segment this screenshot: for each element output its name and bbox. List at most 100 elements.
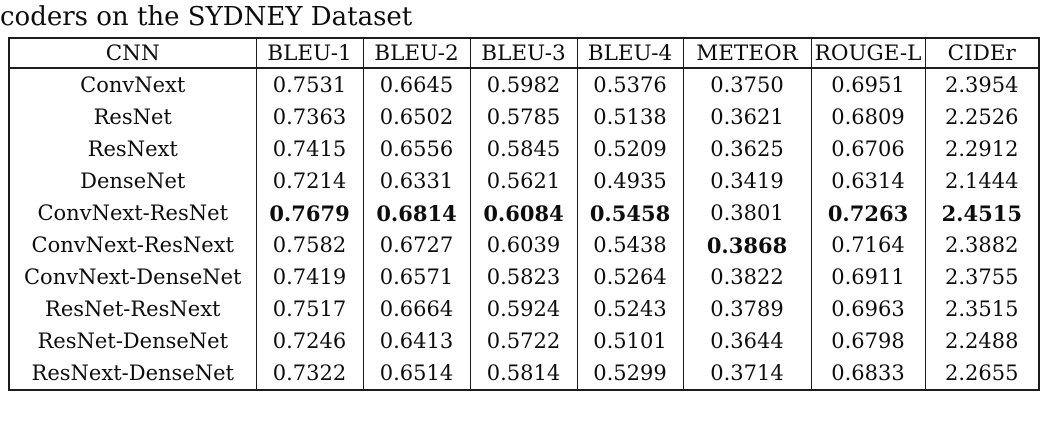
metric-cell: 0.6039	[469, 229, 577, 261]
metric-cell: 0.6556	[362, 133, 470, 165]
metric-cell: 0.6314	[810, 165, 925, 197]
results-table: CNN BLEU-1 BLEU-2 BLEU-3 BLEU-4 METEOR R…	[8, 37, 1040, 391]
metric-cell: 0.7214	[255, 165, 363, 197]
metric-cell: 0.6951	[810, 68, 925, 101]
table-row: ConvNext-ResNet 0.7679 0.6814 0.6084 0.5458 0…	[9, 197, 1039, 229]
metric-cell: 0.6645	[362, 68, 470, 101]
metric-cell: 0.3625	[682, 133, 811, 165]
table-row: ConvNext-DenseNet 0.7419 0.6571 0.5823 0.526…	[9, 261, 1039, 293]
metric-cell: 0.6727	[362, 229, 470, 261]
metric-cell: 0.7246	[255, 325, 363, 357]
metric-cell: 0.5243	[576, 293, 683, 325]
metric-cell: 0.6514	[362, 357, 470, 390]
cnn-name-cell: ResNet	[93, 105, 172, 129]
metric-cell: 0.7263	[810, 197, 925, 229]
cnn-name-cell: ConvNext-ResNet	[37, 201, 229, 225]
metric-cell: 0.3621	[682, 101, 811, 133]
metric-cell: 0.5823	[469, 261, 577, 293]
metric-cell: 2.3515	[924, 293, 1039, 325]
metric-cell: 0.5264	[576, 261, 683, 293]
metric-cell: 0.6413	[362, 325, 470, 357]
table-header: CNN BLEU-1 BLEU-2 BLEU-3 BLEU-4 METEOR R…	[9, 38, 1039, 69]
metric-cell: 0.4935	[576, 165, 683, 197]
metric-cell: 2.3755	[924, 261, 1039, 293]
metric-cell: 0.5924	[469, 293, 577, 325]
table-row: ResNet-ResNext 0.7517 0.6664 0.5924 0.5243 0.…	[9, 293, 1039, 325]
metric-cell: 0.3750	[682, 68, 811, 101]
metric-cell: 0.5722	[469, 325, 577, 357]
metric-cell: 0.5299	[576, 357, 683, 390]
column-header-rougel: ROUGE-L	[810, 38, 925, 69]
metric-cell: 2.2655	[924, 357, 1039, 390]
cnn-name-cell: ConvNext-DenseNet	[23, 265, 242, 289]
metric-cell: 2.2526	[924, 101, 1039, 133]
metric-cell: 2.4515	[924, 197, 1039, 229]
metric-cell: 0.5845	[469, 133, 577, 165]
metric-cell: 0.7517	[255, 293, 363, 325]
metric-cell: 0.6664	[362, 293, 470, 325]
cnn-name-cell: ResNext-DenseNet	[31, 361, 234, 385]
metric-cell: 2.3954	[924, 68, 1039, 101]
column-header-cider: CIDEr	[924, 38, 1039, 69]
metric-cell: 0.6809	[810, 101, 925, 133]
cnn-name-cell: ResNext	[87, 137, 178, 161]
metric-cell: 0.6911	[810, 261, 925, 293]
column-header-cnn: CNN	[9, 38, 256, 69]
table-row: ConvNext-ResNext 0.7582 0.6727 0.6039 0.5438…	[9, 229, 1039, 261]
table-row: ResNet 0.7363 0.6502 0.5785 0.5138 0.3621 0.68…	[9, 101, 1039, 133]
metric-cell: 0.3868	[682, 229, 811, 261]
table-row: ConvNext 0.7531 0.6645 0.5982 0.5376 0.3750 0.…	[9, 68, 1039, 101]
metric-cell: 0.5209	[576, 133, 683, 165]
metric-cell: 0.6084	[469, 197, 577, 229]
metric-cell: 0.3789	[682, 293, 811, 325]
metric-cell: 0.5458	[576, 197, 683, 229]
metric-cell: 0.6833	[810, 357, 925, 390]
metric-cell: 0.6571	[362, 261, 470, 293]
metric-cell: 0.7531	[255, 68, 363, 101]
metric-cell: 0.3714	[682, 357, 811, 390]
metric-cell: 0.3801	[682, 197, 811, 229]
metric-cell: 0.6331	[362, 165, 470, 197]
metric-cell: 0.3822	[682, 261, 811, 293]
table-row: ResNet-DenseNet 0.7246 0.6413 0.5722 0.5101 0…	[9, 325, 1039, 357]
cnn-name-cell: ConvNext-ResNext	[31, 233, 234, 257]
metric-cell: 0.5101	[576, 325, 683, 357]
cnn-name-cell: ResNet-ResNext	[45, 297, 221, 321]
cnn-name-cell: DenseNet	[80, 169, 186, 193]
cnn-name-cell: ResNet-DenseNet	[37, 329, 229, 353]
metric-cell: 0.6706	[810, 133, 925, 165]
metric-cell: 0.5785	[469, 101, 577, 133]
column-header-bleu2: BLEU-2	[362, 38, 470, 69]
metric-cell: 0.6814	[362, 197, 470, 229]
metric-cell: 0.7322	[255, 357, 363, 390]
cnn-name-cell: ConvNext	[80, 73, 186, 97]
metric-cell: 0.7415	[255, 133, 363, 165]
metric-cell: 2.3882	[924, 229, 1039, 261]
metric-cell: 0.7679	[255, 197, 363, 229]
metric-cell: 0.7164	[810, 229, 925, 261]
metric-cell: 0.7582	[255, 229, 363, 261]
metric-cell: 0.3419	[682, 165, 811, 197]
metric-cell: 0.6502	[362, 101, 470, 133]
metric-cell: 0.5376	[576, 68, 683, 101]
metric-cell: 0.5138	[576, 101, 683, 133]
table-caption: coders on the SYDNEY Dataset	[0, 2, 413, 32]
metric-cell: 0.6798	[810, 325, 925, 357]
metric-cell: 2.1444	[924, 165, 1039, 197]
metric-cell: 0.7363	[255, 101, 363, 133]
header-row: CNN BLEU-1 BLEU-2 BLEU-3 BLEU-4 METEOR R…	[9, 38, 1039, 69]
metric-cell: 0.6963	[810, 293, 925, 325]
column-header-bleu3: BLEU-3	[469, 38, 577, 69]
metric-cell: 0.5814	[469, 357, 577, 390]
column-header-bleu1: BLEU-1	[255, 38, 363, 69]
table-body: ConvNext 0.7531 0.6645 0.5982 0.5376 0.3750 0.…	[9, 68, 1039, 390]
metric-cell: 0.5982	[469, 68, 577, 101]
metric-cell: 0.3644	[682, 325, 811, 357]
metric-cell: 0.5438	[576, 229, 683, 261]
metric-cell: 0.7419	[255, 261, 363, 293]
table-row: ResNext-DenseNet 0.7322 0.6514 0.5814 0.5299…	[9, 357, 1039, 390]
table-row: DenseNet 0.7214 0.6331 0.5621 0.4935 0.3419 0.…	[9, 165, 1039, 197]
metric-cell: 2.2912	[924, 133, 1039, 165]
column-header-bleu4: BLEU-4	[576, 38, 683, 69]
table-row: ResNext 0.7415 0.6556 0.5845 0.5209 0.3625 0.6…	[9, 133, 1039, 165]
